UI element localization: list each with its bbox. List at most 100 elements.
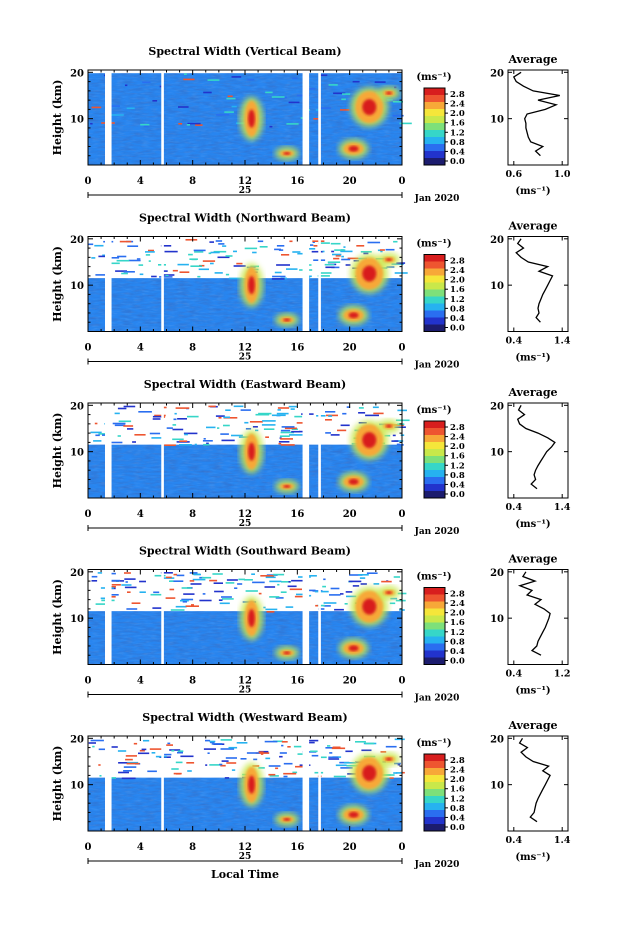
echo-segment (296, 422, 306, 424)
echo-segment (283, 762, 293, 765)
colorbar-swatch (424, 775, 445, 783)
echo-segment (328, 756, 339, 759)
echo-segment (314, 590, 329, 593)
average-profile: Average 10 20 0.6 1.0 (ms⁻¹) (490, 53, 571, 197)
echo-segment (252, 581, 265, 584)
colorbar-tick-label: 0.0 (450, 490, 465, 500)
echo-segment (154, 414, 166, 417)
echo-segment (269, 596, 280, 598)
x-tick-label: 12 (238, 676, 252, 687)
colorbar-swatch (424, 442, 445, 450)
average-profile: Average 10 20 0.4 1.4 (ms⁻¹) (490, 220, 571, 364)
avg-x-tick-label: 1.0 (554, 169, 571, 180)
echo-segment (258, 412, 272, 415)
echo-segment (205, 764, 208, 766)
colorbar-swatch (424, 643, 445, 651)
echo-segment (139, 749, 145, 752)
echo-segment (111, 584, 121, 586)
echo-segment (143, 739, 150, 742)
echo-segment (152, 607, 164, 609)
cell-peak (348, 645, 359, 652)
heatmap (88, 403, 410, 498)
colorbar-tick-label: 2.8 (450, 590, 465, 600)
echo-segment (373, 412, 384, 415)
echo-segment (272, 275, 286, 278)
colorbar-tick-label: 2.8 (450, 756, 465, 766)
colorbar-swatch (424, 608, 445, 616)
x-tick-label: 0 (399, 343, 406, 354)
echo-segment (177, 751, 183, 754)
x-tick-label: 20 (343, 509, 357, 520)
echo-segment (97, 572, 103, 574)
echo-segment (289, 434, 303, 436)
echo-segment (228, 277, 243, 280)
echo-segment (218, 599, 223, 601)
echo-segment (325, 411, 336, 413)
x-tick-label: 4 (137, 676, 144, 687)
echo-segment (183, 593, 195, 595)
average-title: Average (507, 719, 557, 732)
y-axis-label: Height (km) (51, 579, 64, 655)
echo-segment (177, 263, 189, 266)
echo-segment (172, 424, 177, 426)
colorbar-tick-label: 1.2 (450, 461, 465, 471)
average-line (518, 737, 551, 823)
avg-y-tick-label: 10 (490, 448, 504, 459)
echo-segment (173, 573, 178, 576)
echo-segment (142, 81, 151, 84)
colorbar-tick-label: 2.8 (450, 90, 465, 100)
echo-segment (330, 587, 340, 590)
colorbar-tick-label: 1.6 (450, 785, 465, 795)
x-tick-label: 16 (290, 176, 304, 187)
echo-segment (258, 751, 264, 753)
colorbar-frame (423, 753, 446, 832)
echo-segment (178, 123, 183, 125)
echo-segment (296, 593, 306, 596)
data-gap (302, 736, 310, 831)
echo-segment (223, 424, 230, 427)
colorbar-tick-label: 2.0 (450, 775, 465, 785)
average-title: Average (507, 553, 557, 566)
cell-peak (385, 591, 392, 595)
echo-segment (190, 265, 202, 267)
data-gap (105, 569, 112, 665)
echo-segment (117, 255, 127, 258)
echo-segment (123, 271, 135, 273)
echo-segment (363, 252, 369, 255)
x-tick-label: 20 (343, 176, 357, 187)
colorbar-swatch (424, 275, 445, 283)
echo-segment (215, 240, 223, 242)
echo-segment (91, 106, 102, 109)
echo-segment (259, 246, 268, 248)
echo-segment (210, 262, 214, 265)
x-tick-label: 12 (238, 343, 252, 354)
echo-segment (231, 105, 237, 108)
echo-segment (344, 603, 348, 605)
echo-segment (385, 745, 397, 748)
echo-segment (315, 604, 319, 607)
echo-segment (312, 241, 315, 243)
colorbar-swatch (424, 151, 445, 159)
avg-y-tick-label: 20 (490, 568, 504, 579)
echo-segment (225, 582, 235, 584)
echo-segment (90, 122, 93, 125)
echo-segment (279, 755, 283, 758)
echo-segment (221, 596, 232, 598)
colorbar-swatch (424, 123, 445, 131)
data-gap (161, 569, 164, 665)
colorbar-swatch (424, 810, 445, 818)
echo-segment (289, 240, 293, 243)
date-label: Jan 2020 (414, 694, 460, 704)
echo-segment (174, 412, 177, 415)
avg-y-tick-label: 20 (490, 235, 504, 246)
echo-segment (293, 745, 302, 748)
echo-segment (133, 742, 138, 745)
echo-segment (381, 580, 392, 583)
avg-x-tick-label: 1.4 (554, 835, 571, 846)
x-tick-label: 8 (189, 176, 196, 187)
echo-segment (341, 98, 346, 101)
echo-segment (108, 262, 120, 265)
average-title: Average (507, 53, 557, 66)
echo-segment (91, 580, 98, 582)
